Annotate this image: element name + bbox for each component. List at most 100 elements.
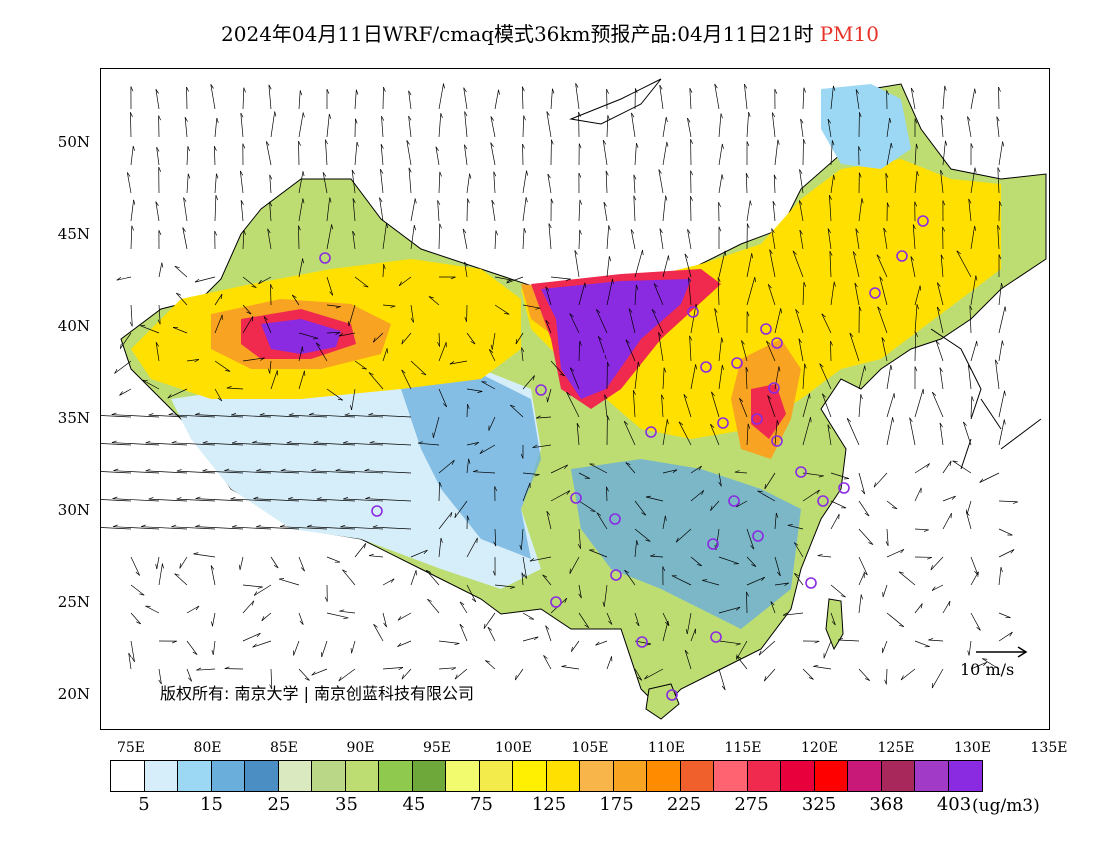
wind-arrowhead xyxy=(661,394,665,400)
wind-arrowhead xyxy=(510,404,516,408)
wind-arrow xyxy=(821,393,832,418)
wind-arrowhead xyxy=(799,169,803,174)
wind-arrow xyxy=(101,499,132,502)
wind-arrowhead xyxy=(224,666,230,669)
wind-arrowhead xyxy=(546,111,550,116)
wind-arrow xyxy=(466,458,469,474)
wind-arrow xyxy=(634,361,639,390)
wind-arrow xyxy=(298,370,305,390)
wind-arrow xyxy=(827,119,832,138)
wind-arrow xyxy=(970,556,979,575)
wind-arrowhead xyxy=(308,412,314,416)
wind-arrow xyxy=(717,277,720,306)
station-marker xyxy=(752,530,764,542)
wind-arrow xyxy=(603,202,608,222)
wind-arrow xyxy=(186,668,193,682)
wind-arrowhead xyxy=(569,313,574,318)
wind-arrowhead xyxy=(935,340,940,345)
wind-arrowhead xyxy=(269,201,273,207)
wind-arrow xyxy=(382,667,404,670)
wind-arrow xyxy=(634,668,643,681)
station-marker xyxy=(687,306,699,318)
wind-arrow xyxy=(343,498,384,502)
wind-arrow xyxy=(459,623,468,642)
wind-arrow xyxy=(882,584,888,598)
wind-arrowhead xyxy=(579,229,582,235)
wind-arrowhead xyxy=(574,250,578,255)
wind-arrow xyxy=(491,200,496,222)
wind-arrowhead xyxy=(915,332,918,338)
latitude-label: 25N xyxy=(57,593,90,611)
wind-arrowhead xyxy=(253,591,258,596)
wind-arrowhead xyxy=(132,145,135,151)
wind-arrow xyxy=(886,528,889,546)
wind-arrowhead xyxy=(625,462,631,466)
wind-arrow xyxy=(145,605,160,614)
wind-arrow xyxy=(351,169,356,194)
wind-arrow xyxy=(113,470,160,474)
northeast-blue-patch xyxy=(821,84,911,169)
wind-arrow xyxy=(176,292,188,306)
wind-arrowhead xyxy=(437,341,440,347)
wind-arrow xyxy=(745,173,748,194)
legend-label: 5 xyxy=(138,794,150,815)
wind-arrowhead xyxy=(747,423,751,429)
wind-arrowhead xyxy=(578,111,581,117)
wind-arrow xyxy=(214,360,231,372)
wind-arrowhead xyxy=(632,390,636,395)
wind-arrow xyxy=(710,500,720,511)
wind-arrowhead xyxy=(772,201,776,206)
wind-arrow xyxy=(268,84,272,110)
wind-arrow xyxy=(438,667,456,670)
wind-arrowhead xyxy=(914,201,918,207)
wind-arrow xyxy=(741,340,748,362)
wind-arrow xyxy=(931,584,944,591)
wind-arrowhead xyxy=(168,412,174,416)
wind-arrowhead xyxy=(689,88,693,93)
wind-arrow xyxy=(148,414,188,418)
wind-arrow xyxy=(174,265,188,278)
wind-arrowhead xyxy=(809,393,811,399)
wind-arrowhead xyxy=(158,230,162,236)
wind-arrowhead xyxy=(381,116,385,121)
wind-arrow xyxy=(767,395,776,418)
wind-arrow xyxy=(793,542,804,558)
wind-arrowhead xyxy=(602,139,607,145)
wind-arrow xyxy=(827,228,832,250)
wind-arrow xyxy=(914,640,930,647)
wind-arrowhead xyxy=(491,199,495,205)
wind-arrowhead xyxy=(176,292,182,296)
wind-arrowhead xyxy=(551,139,554,145)
wind-arrow xyxy=(662,620,669,642)
wind-arrowhead xyxy=(331,224,334,230)
wind-arrowhead xyxy=(605,170,609,176)
wind-arrowhead xyxy=(773,174,777,180)
station-marker xyxy=(771,435,783,447)
wind-arrowhead xyxy=(324,596,328,602)
wind-arrowhead xyxy=(193,552,199,555)
wind-arrowhead xyxy=(397,642,402,647)
wind-arrowhead xyxy=(127,172,131,177)
wind-arrow xyxy=(155,89,160,110)
wind-arrowhead xyxy=(971,396,974,402)
wind-arrowhead xyxy=(833,281,836,287)
wind-arrow xyxy=(490,116,496,138)
wind-arrow xyxy=(830,140,833,166)
wind-arrowhead xyxy=(628,308,633,313)
wind-arrowhead xyxy=(492,570,496,576)
wind-arrowhead xyxy=(711,391,715,397)
wind-arrow xyxy=(799,169,804,194)
station-marker xyxy=(645,426,657,438)
wind-arrow xyxy=(773,174,776,194)
wind-arrow xyxy=(490,142,496,166)
wind-arrow xyxy=(823,640,832,659)
wind-arrow xyxy=(426,570,440,586)
wind-arrow xyxy=(658,169,664,194)
wind-arrow xyxy=(718,143,723,166)
wind-arrowhead xyxy=(745,367,749,372)
wind-arrow xyxy=(240,112,244,138)
wind-arrowhead xyxy=(451,667,457,671)
wind-arrow xyxy=(280,526,328,530)
wind-arrowhead xyxy=(342,440,348,444)
wind-arrowhead xyxy=(608,256,612,262)
